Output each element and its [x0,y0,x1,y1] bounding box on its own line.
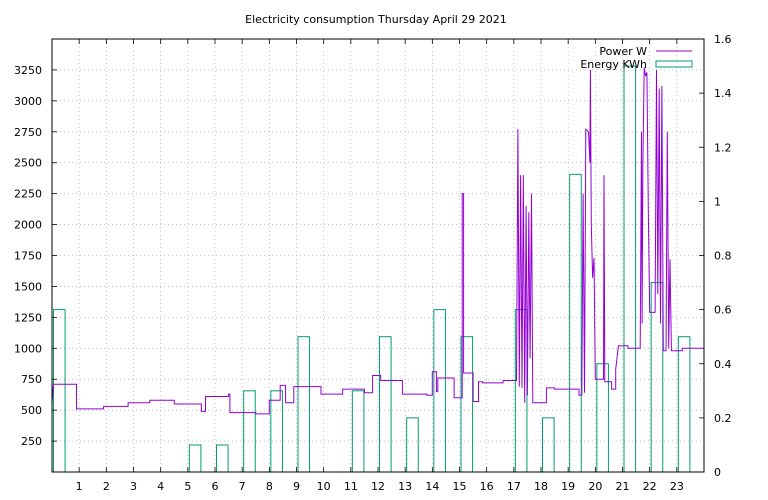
y-tick-label: 2500 [14,157,42,170]
legend-swatch-energy [655,60,693,68]
legend-label-energy: Energy KWh [580,58,647,71]
x-tick-label: 7 [239,480,246,493]
y2-tick-label: 1.2 [714,141,732,154]
x-tick-label: 4 [157,480,164,493]
energy-bar [270,390,283,473]
energy-bar [379,336,392,473]
x-tick-label: 9 [293,480,300,493]
y2-tick-label: 1 [714,195,721,208]
energy-bar [297,336,311,473]
x-tick-label: 1 [76,480,83,493]
x-axis: 1 2 3 4 5 6 7 8 9 10 11 12 13 14 15 16 17 18 19 20 21 22 23 [76,39,684,493]
x-tick-label: 10 [317,480,331,493]
y-tick-label: 1000 [14,342,42,355]
energy-bar [677,336,691,473]
chart-title: Electricity consumption Thursday April 2… [245,13,507,26]
y2-tick-label: 0.2 [714,412,732,425]
y2-tick-label: 0.8 [714,250,732,263]
x-tick-label: 11 [344,480,358,493]
y-tick-label: 750 [21,373,42,386]
grid-lines [52,39,704,472]
x-tick-label: 22 [643,480,657,493]
x-tick-label: 2 [103,480,110,493]
x-tick-label: 14 [425,480,439,493]
x-tick-label: 8 [266,480,273,493]
y2-tick-label: 0.6 [714,304,732,317]
y-tick-label: 1250 [14,311,42,324]
y2-tick-label: 0 [714,466,721,479]
energy-bar [351,390,365,473]
x-tick-label: 6 [212,480,219,493]
y-tick-label: 3250 [14,64,42,77]
y-axis-right: 0 0.2 0.4 0.6 0.8 1 1.2 1.4 1.6 [699,33,732,479]
y2-tick-label: 1.6 [714,33,732,46]
energy-bar [460,336,474,473]
y-tick-label: 500 [21,404,42,417]
x-tick-label: 18 [534,480,548,493]
y-tick-label: 1500 [14,280,42,293]
energy-bar [188,444,202,473]
energy-bar [596,363,609,473]
x-tick-label: 3 [130,480,137,493]
power-series [51,67,704,415]
energy-bar [623,65,637,473]
y2-tick-label: 0.4 [714,358,732,371]
energy-bar [216,444,229,473]
legend-label-power: Power W [599,45,647,58]
energy-bar [243,390,256,473]
legend: Power W Energy KWh [580,45,693,71]
y-tick-label: 2750 [14,126,42,139]
x-tick-label: 13 [398,480,412,493]
y-tick-label: 2250 [14,188,42,201]
y-tick-label: 1750 [14,250,42,263]
x-tick-label: 19 [561,480,575,493]
x-tick-label: 21 [616,480,630,493]
y-tick-label: 3000 [14,95,42,108]
y-axis-left: 250 500 750 1000 1250 1500 1750 2000 2250 2500 275… [14,64,57,448]
x-tick-label: 16 [480,480,494,493]
energy-bar [53,309,66,473]
y-tick-label: 2000 [14,219,42,232]
x-tick-label: 5 [184,480,191,493]
y2-tick-label: 1.4 [714,87,732,100]
x-tick-label: 12 [371,480,385,493]
energy-bar [542,417,555,473]
x-tick-label: 23 [670,480,684,493]
y-tick-label: 250 [21,435,42,448]
energy-bar [406,417,419,473]
x-tick-label: 15 [453,480,467,493]
energy-bar [433,309,446,473]
x-tick-label: 17 [507,480,521,493]
energy-bar [569,173,582,473]
x-tick-label: 20 [588,480,602,493]
power-line [51,67,704,415]
